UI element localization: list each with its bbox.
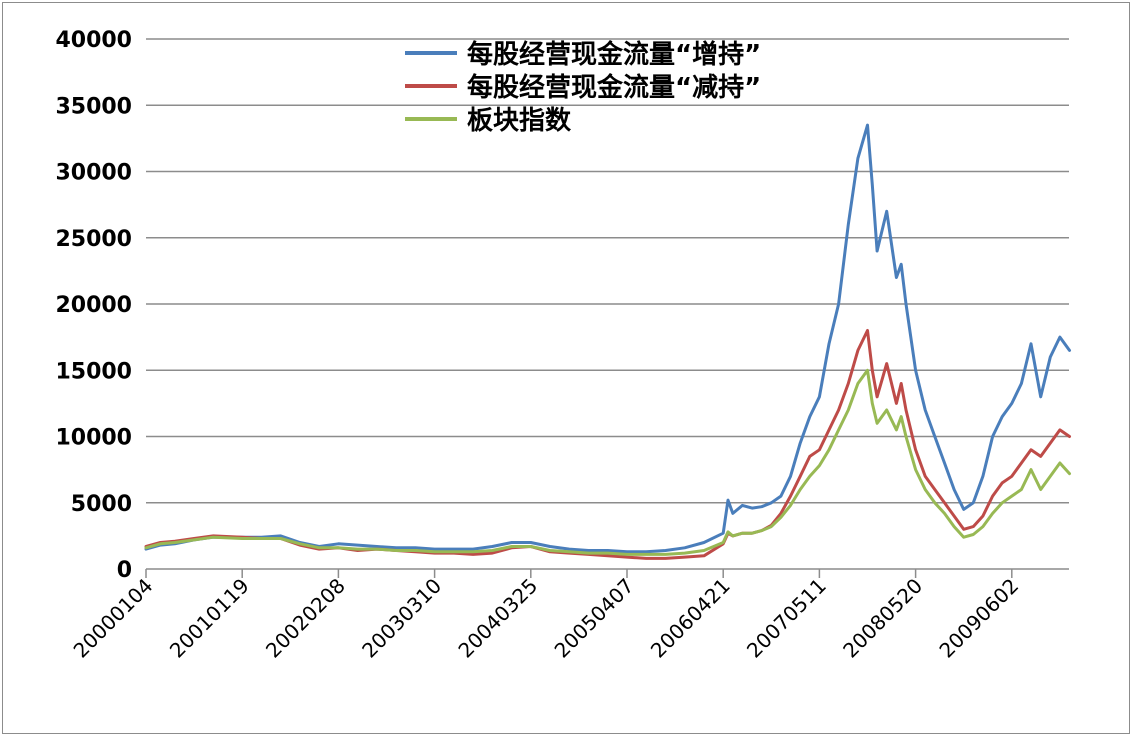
y-tick-label: 30000 bbox=[55, 161, 132, 186]
series-line-1 bbox=[144, 123, 1071, 554]
x-tick-label: 20090602 bbox=[934, 574, 1023, 663]
legend-label-3: 板块指数 bbox=[467, 106, 572, 136]
y-tick-label: 35000 bbox=[55, 94, 132, 119]
legend: 每股经营现金流量“增持”每股经营现金流量“减持”板块指数 bbox=[405, 39, 761, 136]
x-tick-label: 20030310 bbox=[357, 574, 446, 663]
series-lines bbox=[144, 123, 1071, 560]
series-line-3 bbox=[144, 368, 1071, 556]
x-tick-label: 20020208 bbox=[261, 574, 350, 663]
x-tick-label: 20060421 bbox=[646, 574, 735, 663]
x-tick-label: 20050407 bbox=[550, 574, 639, 663]
gridlines bbox=[146, 38, 1069, 504]
y-tick-label: 25000 bbox=[55, 227, 132, 252]
legend-label-1: 每股经营现金流量“增持” bbox=[467, 39, 761, 70]
series-line-2 bbox=[144, 329, 1071, 560]
x-tick-label: 20010119 bbox=[165, 574, 254, 663]
line-chart: 0 5000 10000 15000 20000 25000 30000 35000 40000… bbox=[55, 28, 1071, 663]
y-tick-label: 40000 bbox=[55, 28, 132, 53]
legend-label-2: 每股经营现金流量“减持” bbox=[467, 72, 761, 103]
x-tick-label: 20040325 bbox=[453, 574, 542, 663]
y-tick-label: 10000 bbox=[55, 426, 132, 451]
y-tick-label: 20000 bbox=[55, 293, 132, 318]
y-tick-label: 5000 bbox=[71, 492, 132, 517]
x-tick-label: 20070511 bbox=[742, 574, 831, 663]
x-axis-ticks: 20000104 20010119 20020208 20030310 20040325… bbox=[69, 569, 1023, 663]
y-tick-label: 15000 bbox=[55, 359, 132, 384]
y-axis-ticks: 0 5000 10000 15000 20000 25000 30000 35000 40000 bbox=[55, 28, 132, 583]
y-tick-label: 0 bbox=[117, 558, 132, 583]
x-tick-label: 20080520 bbox=[838, 574, 927, 663]
x-tick-label: 20000104 bbox=[69, 574, 158, 663]
